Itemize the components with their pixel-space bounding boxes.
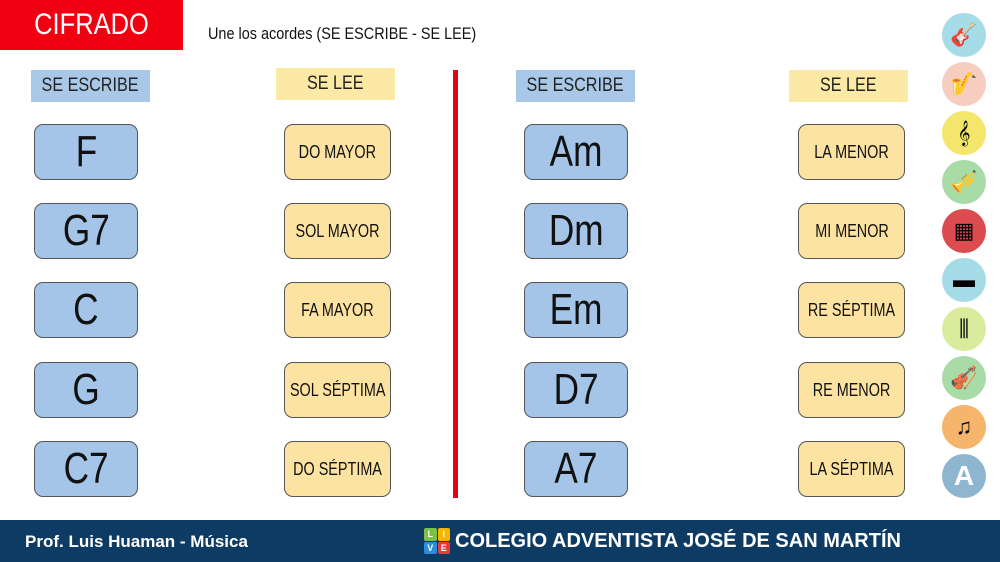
card-label: SOL SÉPTIMA bbox=[289, 379, 386, 400]
sheet-music-icon[interactable]: ♫ bbox=[942, 405, 986, 449]
right-chord-card[interactable]: Dm bbox=[524, 203, 628, 259]
right-reading-card[interactable]: MI MENOR bbox=[798, 203, 905, 259]
left-read-header: SE LEE bbox=[276, 68, 395, 100]
saxophone-icon[interactable]: 🎷 bbox=[942, 62, 986, 106]
card-label: Am bbox=[549, 127, 603, 176]
right-chord-card[interactable]: Em bbox=[524, 282, 628, 338]
card-label: SOL MAYOR bbox=[295, 220, 380, 241]
card-label: Em bbox=[549, 285, 603, 334]
teacher-name: Prof. Luis Huaman - Música bbox=[25, 532, 248, 551]
card-label: RE SÉPTIMA bbox=[807, 299, 896, 320]
card-label: FA MAYOR bbox=[301, 299, 374, 320]
header-text: SE ESCRIBE bbox=[527, 75, 624, 96]
left-chord-card[interactable]: C7 bbox=[34, 441, 138, 497]
trumpet-icon[interactable]: 🎺 bbox=[942, 160, 986, 204]
card-label: LA MENOR bbox=[814, 141, 889, 162]
page-title: CIFRADO bbox=[0, 0, 183, 50]
header-text: SE ESCRIBE bbox=[42, 75, 139, 96]
right-write-header: SE ESCRIBE bbox=[516, 70, 635, 102]
card-label: DO MAYOR bbox=[298, 141, 377, 162]
instruction: Une los acordes (SE ESCRIBE - SE LEE) bbox=[208, 24, 477, 43]
card-label: C bbox=[73, 285, 99, 334]
logo-letter: L bbox=[424, 528, 437, 541]
left-reading-card[interactable]: SOL MAYOR bbox=[284, 203, 391, 259]
left-reading-card[interactable]: DO MAYOR bbox=[284, 124, 391, 180]
xylophone-icon[interactable]: ⫼ bbox=[942, 307, 986, 351]
logo-letter: E bbox=[437, 541, 450, 554]
left-chord-card[interactable]: G bbox=[34, 362, 138, 418]
school-name: COLEGIO ADVENTISTA JOSÉ DE SAN MARTÍN bbox=[455, 530, 901, 552]
piano-icon[interactable]: ▬ bbox=[942, 258, 986, 302]
adventist-logo-icon[interactable]: A bbox=[942, 454, 986, 498]
card-label: D7 bbox=[553, 365, 599, 414]
card-label: C7 bbox=[63, 444, 109, 493]
logo-letter: V bbox=[424, 541, 437, 554]
card-label: A7 bbox=[554, 444, 598, 493]
card-label: DO SÉPTIMA bbox=[293, 458, 382, 479]
right-reading-card[interactable]: LA SÉPTIMA bbox=[798, 441, 905, 497]
right-reading-card[interactable]: LA MENOR bbox=[798, 124, 905, 180]
left-chord-card[interactable]: F bbox=[34, 124, 138, 180]
header-text: SE LEE bbox=[820, 75, 877, 96]
left-reading-card[interactable]: SOL SÉPTIMA bbox=[284, 362, 391, 418]
left-chord-card[interactable]: C bbox=[34, 282, 138, 338]
left-reading-card[interactable]: DO SÉPTIMA bbox=[284, 441, 391, 497]
footer: Prof. Luis Huaman - Música L I V E COLEG… bbox=[0, 520, 1000, 562]
live-logo: L I V E bbox=[424, 528, 450, 554]
right-chord-card[interactable]: Am bbox=[524, 124, 628, 180]
right-chord-card[interactable]: A7 bbox=[524, 441, 628, 497]
right-reading-card[interactable]: RE MENOR bbox=[798, 362, 905, 418]
card-label: LA SÉPTIMA bbox=[809, 458, 894, 479]
header-text: SE LEE bbox=[307, 73, 364, 94]
left-write-header: SE ESCRIBE bbox=[31, 70, 150, 102]
harp-icon[interactable]: 𝄞 bbox=[942, 111, 986, 155]
left-chord-card[interactable]: G7 bbox=[34, 203, 138, 259]
card-label: RE MENOR bbox=[812, 379, 891, 400]
card-label: MI MENOR bbox=[814, 220, 889, 241]
right-reading-card[interactable]: RE SÉPTIMA bbox=[798, 282, 905, 338]
right-read-header: SE LEE bbox=[789, 70, 908, 102]
violin-icon[interactable]: 🎻 bbox=[942, 356, 986, 400]
card-label: F bbox=[75, 127, 97, 176]
column-divider bbox=[453, 70, 458, 498]
card-label: Dm bbox=[548, 206, 604, 255]
logo-letter: I bbox=[437, 528, 450, 541]
left-reading-card[interactable]: FA MAYOR bbox=[284, 282, 391, 338]
card-label: G bbox=[72, 365, 100, 414]
guitar-icon[interactable]: 🎸 bbox=[942, 13, 986, 57]
card-label: G7 bbox=[62, 206, 110, 255]
accordion-icon[interactable]: ▦ bbox=[942, 209, 986, 253]
title-text: CIFRADO bbox=[34, 8, 149, 41]
right-chord-card[interactable]: D7 bbox=[524, 362, 628, 418]
